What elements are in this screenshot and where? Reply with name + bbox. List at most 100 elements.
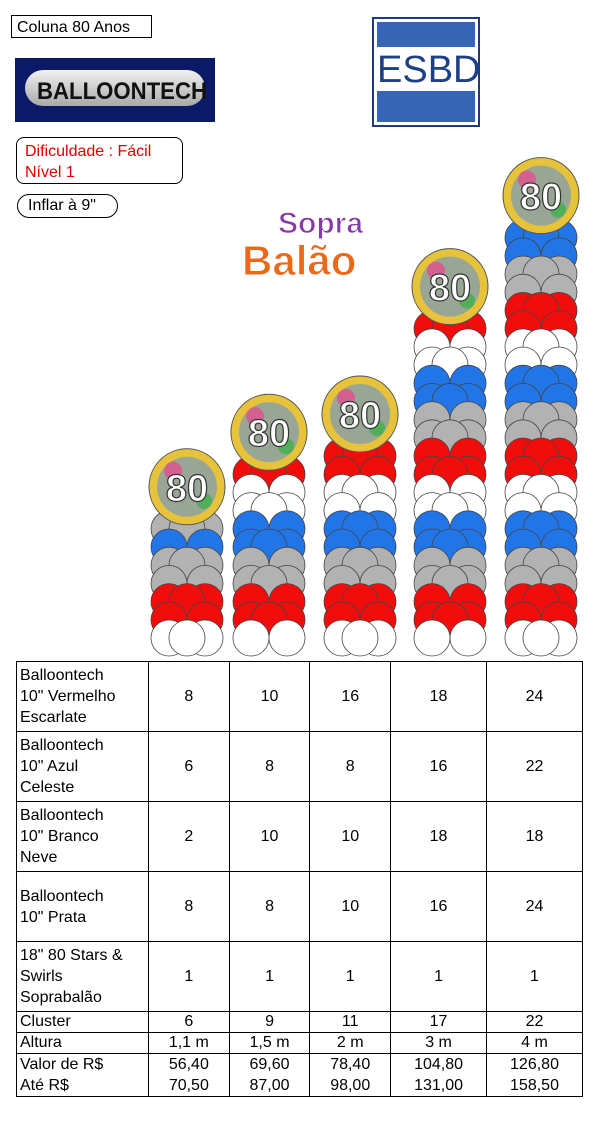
cluster-row-value: 9 (228, 1011, 311, 1033)
balloon-columns: 80 80 80 80 80 (148, 157, 580, 657)
cluster-row-value: 17 (390, 1011, 487, 1033)
quantity-cell: 8 (148, 661, 230, 732)
balloon-white (413, 619, 451, 657)
price-label: Valor de R$ Até R$ (16, 1053, 149, 1097)
quantity-cell: 8 (148, 871, 230, 942)
quantity-cell: 10 (228, 661, 311, 732)
topper-star (518, 170, 536, 189)
topper-star (164, 461, 182, 480)
topper-star (337, 389, 355, 407)
cell-line: Escarlate (20, 709, 87, 726)
inflate-size-label: Inflar à 9" (17, 194, 118, 218)
cell-line: Celeste (20, 779, 75, 796)
balloon-white (268, 619, 306, 657)
quantity-cell: 2 (148, 801, 230, 872)
cell-line: 158,50 (510, 1077, 559, 1094)
cell-line: Balloontech (20, 737, 104, 754)
balloon-white (449, 619, 487, 657)
quantity-cell: 8 (228, 871, 311, 942)
page-title: Coluna 80 Anos (11, 15, 152, 38)
quantity-cell: 22 (486, 731, 583, 802)
cell-line: 70,50 (168, 1077, 209, 1094)
price-value: 69,60 87,00 (228, 1053, 311, 1097)
balloon-column: 80 (411, 248, 489, 657)
cell-line: Até R$ (20, 1077, 69, 1094)
quantity-cell: 16 (390, 871, 487, 942)
balloontech-logo-art: BALLOONTECH (37, 78, 207, 105)
cell-line: 131,00 (414, 1077, 463, 1094)
balloon-column: 80 (321, 375, 399, 657)
quantity-cell: 18 (390, 661, 487, 732)
topper-number: 80 (166, 468, 208, 510)
quantity-cell: 24 (486, 871, 583, 942)
balloontech-logo-pill (25, 70, 205, 106)
table-row: Balloontech 10" Azul Celeste 6 8 8 16 22 (16, 731, 583, 802)
topper-star (246, 407, 264, 426)
balloon-column: 80 (502, 157, 580, 657)
height-row-label: Altura (16, 1032, 149, 1054)
cluster-row: Cluster 6 9 11 17 22 (16, 1011, 583, 1033)
cell-line: 56,40 (168, 1056, 209, 1073)
quantity-cell: 1 (309, 941, 392, 1012)
quantity-cell: 16 (309, 661, 392, 732)
price-value: 78,40 98,00 (309, 1053, 392, 1097)
balloon-white (522, 619, 560, 657)
material-label: Balloontech 10" Prata (16, 871, 149, 942)
topper-80-balloon: 80 (321, 375, 399, 453)
quantity-cell: 18 (486, 801, 583, 872)
balloontech-logo-text: BALLOONTECH (37, 78, 207, 105)
quantity-cell: 6 (148, 731, 230, 802)
topper-number: 80 (520, 177, 562, 219)
topper-80-balloon: 80 (502, 157, 580, 235)
table-row: Balloontech 10" Branco Neve 2 10 10 18 18 (16, 801, 583, 872)
quantity-cell: 10 (309, 871, 392, 942)
table-row: 18" 80 Stars & Swirls Soprabalão 1 1 1 1 1 (16, 941, 583, 1012)
quantity-cell: 8 (309, 731, 392, 802)
quantity-cell: 1 (390, 941, 487, 1012)
table-row: Balloontech 10" Vermelho Escarlate 8 10 16 18 2… (16, 661, 583, 732)
topper-star (369, 420, 385, 436)
soprabalao-logo: Sopra Balão (242, 207, 364, 284)
quantity-cell: 1 (486, 941, 583, 1012)
topper-number: 80 (429, 268, 471, 310)
price-value: 56,40 70,50 (148, 1053, 230, 1097)
balloon-white (168, 619, 206, 657)
height-row-value: 2 m (309, 1032, 392, 1054)
balloon-column: 80 (230, 393, 308, 657)
cell-line: 87,00 (249, 1077, 290, 1094)
cell-line: 10" Vermelho (20, 688, 116, 705)
level-text: Nível 1 (25, 164, 75, 181)
height-row-value: 1,1 m (148, 1032, 230, 1054)
topper-80-balloon: 80 (411, 248, 489, 326)
cell-line: 98,00 (330, 1077, 371, 1094)
topper-star (459, 292, 475, 309)
price-row: Valor de R$ Até R$ 56,40 70,50 69,60 87,00 78,… (16, 1053, 583, 1097)
cell-line: 104,80 (414, 1056, 463, 1073)
cell-line: 69,60 (249, 1056, 290, 1073)
price-value: 126,80 158,50 (486, 1053, 583, 1097)
topper-star (550, 201, 566, 218)
quantity-cell: 16 (390, 731, 487, 802)
soprabalao-logo-line2: Balão (242, 237, 356, 283)
topper-number: 80 (248, 413, 290, 455)
quantity-cell: 24 (486, 661, 583, 732)
material-label: 18" 80 Stars & Swirls Soprabalão (16, 941, 149, 1012)
cell-line: 10" Branco (20, 828, 99, 845)
esbd-bottom-bar (377, 91, 475, 122)
cell-line: Swirls (20, 968, 63, 985)
quantity-cell: 18 (390, 801, 487, 872)
material-label: Balloontech 10" Vermelho Escarlate (16, 661, 149, 732)
materials-table: Balloontech 10" Vermelho Escarlate 8 10 16 18 2… (16, 661, 583, 1097)
topper-star (427, 261, 445, 280)
quantity-cell: 1 (148, 941, 230, 1012)
balloon-white (341, 619, 379, 657)
cluster-row-value: 22 (486, 1011, 583, 1033)
cluster-row-value: 6 (148, 1011, 230, 1033)
material-label: Balloontech 10" Branco Neve (16, 801, 149, 872)
cluster-row-value: 11 (309, 1011, 392, 1033)
topper-number: 80 (339, 395, 381, 437)
quantity-cell: 8 (228, 731, 311, 802)
balloon-white (232, 619, 270, 657)
cell-line: 78,40 (330, 1056, 371, 1073)
